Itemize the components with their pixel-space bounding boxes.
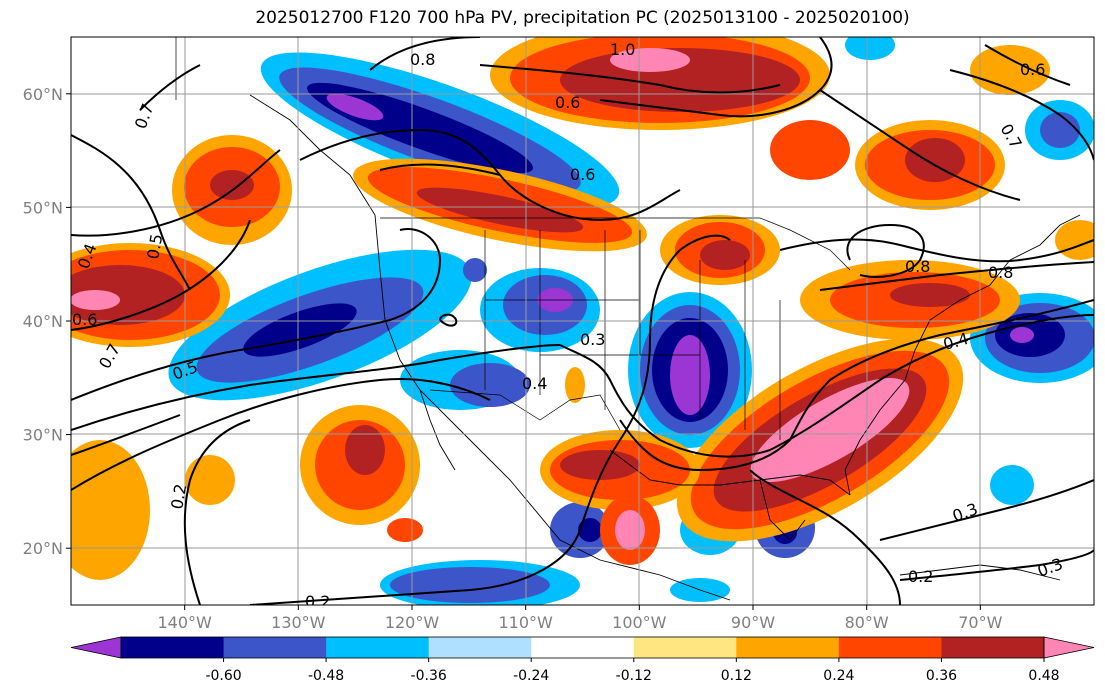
svg-text:0.6: 0.6 [72,310,97,329]
colorbar-tick-label: -0.12 [616,668,652,684]
svg-text:0.2: 0.2 [167,482,190,510]
colorbar-tick-label: 0.12 [721,668,752,684]
colorbar-segment [633,637,737,658]
precipitation-shading [71,37,1094,605]
colorbar-segment [736,637,840,658]
svg-text:1.0: 1.0 [610,40,635,59]
colorbar-max-extension [1043,636,1095,659]
lat-tick-label: 30°N [23,426,63,445]
lat-tick-labels: 20°N 30°N 40°N 50°N 60°N [23,85,71,558]
lon-tick-label: 80°W [845,613,889,632]
svg-text:0.4: 0.4 [522,374,547,393]
colorbar-segment [121,637,225,658]
lat-tick-label: 20°N [23,539,63,558]
lat-tick-label: 50°N [23,198,63,217]
lon-tick-label: 70°W [958,613,1002,632]
colorbar-tick-label: -0.36 [411,668,447,684]
colorbar-segment [223,637,327,658]
lon-tick-label: 140°W [157,613,212,632]
political-borders [175,37,851,440]
lon-tick-label: 90°W [731,613,775,632]
svg-text:0.6: 0.6 [570,165,595,184]
lat-tick-label: 60°N [23,85,63,104]
pv-contours [71,37,1094,605]
colorbar-segment [941,637,1045,658]
colorbar-tick-label: 0.36 [926,668,957,684]
grid-lines [71,37,1094,605]
svg-text:0.2: 0.2 [908,567,933,586]
lon-tick-label: 130°W [271,613,326,632]
svg-text:0.8: 0.8 [905,257,930,276]
colorbar-tick-label: 0.48 [1028,668,1059,684]
figure-title: 2025012700 F120 700 hPa PV, precipitatio… [255,8,910,28]
colorbar-segment [531,637,635,658]
svg-text:0.8: 0.8 [410,50,435,69]
colorbar-min-extension [70,636,122,659]
colorbar-tick-label: 0.24 [823,668,854,684]
svg-text:0.6: 0.6 [555,93,580,112]
colorbar-tick-label: -0.48 [308,668,344,684]
lon-tick-label: 100°W [612,613,667,632]
lon-tick-labels: 140°W 130°W 120°W 110°W 100°W 90°W 80°W 70°W [157,605,1003,632]
colorbar-segment [428,637,532,658]
colorbar-tick-label: -0.60 [205,668,241,684]
colorbar-segment [838,637,942,658]
lat-tick-label: 40°N [23,312,63,331]
svg-text:0.8: 0.8 [988,263,1013,282]
svg-text:0.3: 0.3 [580,330,605,349]
colorbar-tick-label: -0.24 [513,668,549,684]
lon-tick-label: 110°W [498,613,553,632]
colorbar-segment [326,637,430,658]
svg-text:0.5: 0.5 [143,232,166,260]
svg-text:0.6: 0.6 [1020,60,1045,79]
svg-text:0.2: 0.2 [305,592,330,611]
colorbar-frame [120,636,1045,659]
lon-tick-label: 120°W [385,613,440,632]
colorbar: -0.60 -0.48 -0.36 -0.24 -0.12 0.12 0.24 0.36 0.4… [70,636,1095,684]
